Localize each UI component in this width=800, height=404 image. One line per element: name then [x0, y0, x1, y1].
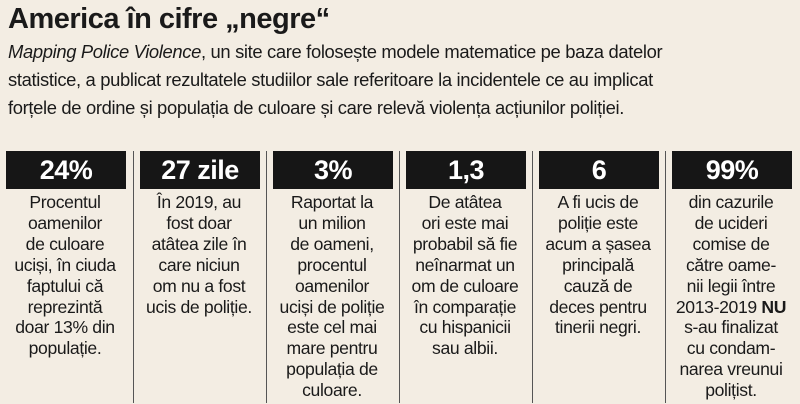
- stat-description: Raportat la un milion de oameni, procent…: [271, 192, 393, 401]
- desc-line: cu hispanicii: [419, 317, 511, 338]
- stat-column-3: 3% Raportat la un milion de oameni, proc…: [266, 151, 395, 403]
- desc-line: mare pentru: [286, 338, 378, 359]
- desc-line: acum a șasea: [545, 233, 651, 254]
- stat-column-4: 1,3 De atâtea ori este mai probabil să f…: [399, 151, 528, 403]
- stat-description: Procentul oamenilor de culoare uciși, în…: [4, 192, 126, 359]
- desc-line: atâtea zile în: [151, 233, 247, 254]
- desc-line: ori este mai: [421, 212, 509, 233]
- desc-line: de ucideri: [694, 212, 768, 233]
- desc-line: care niciun: [158, 254, 240, 275]
- desc-line: sau albii.: [432, 338, 498, 359]
- desc-line: neînarmat un: [415, 254, 515, 275]
- desc-line: culoare.: [302, 380, 362, 401]
- intro-line-2: statistice, a publicat rezultatele studi…: [8, 69, 653, 90]
- stat-value: 3%: [273, 151, 393, 189]
- stat-description: În 2019, au fost doar atâtea zile în car…: [138, 192, 260, 317]
- stat-description: De atâtea ori este mai probabil să fie n…: [404, 192, 526, 359]
- desc-line: uciși de poliție: [279, 296, 385, 317]
- desc-line: oamenilor: [27, 212, 103, 233]
- intro-paragraph: Mapping Police Violence, un site care fo…: [8, 38, 798, 122]
- desc-line: oamenilor: [294, 275, 370, 296]
- desc-line: nii legii între: [686, 275, 776, 296]
- desc-line: tinerii negri.: [554, 317, 642, 338]
- desc-line: un milion: [298, 212, 366, 233]
- desc-line-text: 2013-2019: [675, 296, 757, 317]
- stat-column-2: 27 zile În 2019, au fost doar atâtea zil…: [133, 151, 262, 403]
- desc-line: deces pentru: [549, 296, 647, 317]
- stat-description: din cazurile de ucideri comise de către …: [670, 192, 792, 401]
- desc-line: către oame-: [685, 254, 777, 275]
- desc-line: În 2019, au: [156, 192, 242, 212]
- desc-line: s-au finalizat: [684, 317, 778, 338]
- desc-line: cu condam-: [686, 338, 776, 359]
- desc-line: doar 13% din: [15, 317, 115, 338]
- intro-line-3: forțele de ordine și populația de culoar…: [8, 97, 624, 118]
- stat-value: 6: [539, 151, 659, 189]
- desc-line: narea vreunui: [679, 359, 783, 380]
- headline: America în cifre „negre“: [8, 3, 330, 35]
- desc-line: ucis de poliție.: [146, 296, 252, 317]
- desc-line: procentul: [297, 254, 367, 275]
- desc-line: Procentul: [29, 192, 101, 212]
- emphasis-nu: NU: [761, 296, 787, 317]
- desc-line: din cazurile: [688, 192, 774, 212]
- stat-description: A fi ucis de poliție este acum a șasea p…: [537, 192, 659, 338]
- desc-line: faptului că: [26, 275, 104, 296]
- desc-line: uciși, în ciuda: [14, 254, 116, 275]
- desc-line: om nu a fost: [152, 275, 246, 296]
- stat-value: 1,3: [406, 151, 526, 189]
- desc-line: comise de: [692, 233, 770, 254]
- desc-line: de culoare: [25, 233, 105, 254]
- source-name: Mapping Police Violence: [8, 41, 202, 62]
- stat-column-1: 24% Procentul oamenilor de culoare uciși…: [0, 151, 128, 403]
- stat-value: 27 zile: [140, 151, 260, 189]
- desc-line: 2013-2019 NU: [670, 297, 792, 318]
- desc-line: principală: [562, 254, 634, 275]
- desc-line: cauză de: [563, 275, 633, 296]
- stat-value: 24%: [6, 151, 126, 189]
- intro-line-1-text: , un site care folosește modele matemati…: [201, 41, 663, 62]
- desc-line: De atâtea: [428, 192, 502, 212]
- desc-line: în comparație: [413, 296, 517, 317]
- intro-line-1: Mapping Police Violence, un site care fo…: [8, 38, 798, 66]
- desc-line: probabil să fie: [412, 233, 518, 254]
- desc-line: reprezintă: [27, 296, 103, 317]
- stat-value: 99%: [672, 151, 792, 189]
- stat-column-6: 99% din cazurile de ucideri comise de că…: [665, 151, 794, 403]
- desc-line: de oameni,: [290, 233, 374, 254]
- desc-line: populație.: [28, 338, 102, 359]
- desc-line: A fi ucis de: [557, 192, 639, 212]
- desc-line: este cel mai: [287, 317, 377, 338]
- desc-line: populația de: [286, 359, 378, 380]
- desc-line: poliție este: [558, 212, 638, 233]
- desc-line: Raportat la: [290, 192, 374, 212]
- desc-line: fost doar: [166, 212, 232, 233]
- desc-line: om de culoare: [411, 275, 519, 296]
- desc-line: polițist.: [705, 380, 757, 401]
- stat-column-5: 6 A fi ucis de poliție este acum a șasea…: [532, 151, 661, 403]
